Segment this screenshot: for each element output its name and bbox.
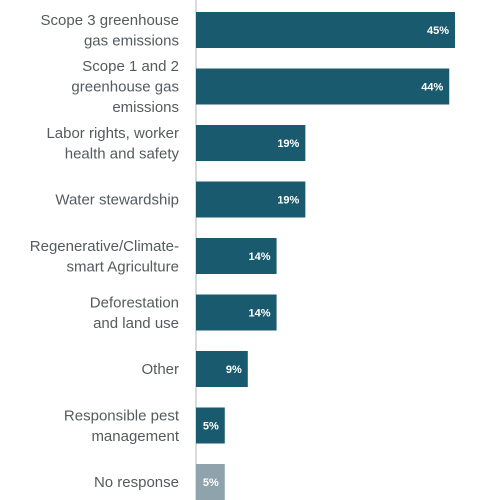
bar-value-label: 45% — [427, 25, 449, 37]
bar — [196, 125, 306, 161]
category-label-line: Scope 1 and 2 — [82, 58, 179, 75]
bar-value-label: 19% — [277, 138, 299, 150]
category-label-line: gas emissions — [84, 32, 179, 49]
category-label: Scope 1 and 2 greenhouse gas emissions — [71, 58, 179, 116]
category-label: Deforestation and land use — [90, 294, 179, 332]
category-label-line: Regenerative/Climate- — [30, 238, 179, 255]
category-label: Responsible pest management — [64, 407, 180, 445]
bar — [196, 181, 306, 218]
category-label: Other — [141, 361, 179, 378]
category-label-line: emissions — [112, 99, 179, 116]
category-label-line: Scope 3 greenhouse — [41, 12, 179, 29]
category-label-line: Responsible pest — [64, 407, 180, 424]
bar — [196, 238, 277, 274]
category-label-line: Other — [141, 361, 179, 378]
category-label-line: greenhouse gas — [71, 79, 179, 96]
category-label-line: health and safety — [65, 145, 180, 162]
category-label-line: management — [91, 428, 179, 445]
bar — [196, 407, 225, 444]
bar-value-label: 14% — [249, 308, 271, 320]
category-label: Scope 3 greenhouse gas emissions — [41, 12, 179, 50]
bar — [196, 464, 225, 500]
category-label-line: No response — [94, 474, 179, 491]
category-label: Water stewardship — [55, 192, 179, 209]
bar-value-label: 5% — [203, 477, 219, 489]
category-label-line: and land use — [93, 315, 179, 332]
bar-value-label: 9% — [226, 364, 242, 376]
category-label-line: Labor rights, worker — [46, 125, 179, 142]
bar-value-label: 5% — [203, 421, 219, 433]
bar — [196, 351, 248, 387]
category-labels-group: Scope 3 greenhouse gas emissions Scope 1 a… — [30, 12, 180, 491]
category-label-line: Water stewardship — [55, 192, 179, 209]
category-label: Regenerative/Climate-smart Agriculture — [30, 238, 179, 276]
bar — [196, 12, 455, 48]
bar-value-label: 14% — [249, 251, 271, 263]
bar — [196, 294, 277, 331]
category-label: Labor rights, worker health and safety — [46, 125, 179, 163]
bar — [196, 68, 450, 105]
bar-value-label: 44% — [421, 82, 443, 94]
bars-group: 45% 44% 19% 19% 14% 14% 9% 5% 5% — [196, 12, 455, 500]
bar-value-label: 19% — [277, 195, 299, 207]
category-label: No response — [94, 474, 179, 491]
category-label-line: Deforestation — [90, 294, 179, 311]
category-label-line: smart Agriculture — [66, 258, 179, 275]
